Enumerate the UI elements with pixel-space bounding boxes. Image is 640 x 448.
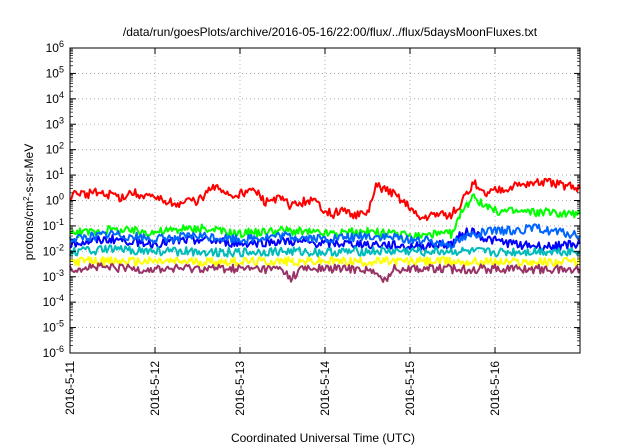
x-tick-label: 2016-5-14 bbox=[318, 361, 332, 416]
series-line bbox=[69, 193, 581, 241]
y-tick-label: 105 bbox=[46, 64, 64, 80]
x-tick-label: 2016-5-11 bbox=[63, 361, 77, 415]
y-tick-label: 100 bbox=[46, 192, 64, 208]
y-tick-label: 104 bbox=[46, 90, 64, 106]
x-axis-label: Coordinated Universal Time (UTC) bbox=[231, 431, 415, 445]
series-line bbox=[69, 244, 581, 258]
y-tick-label: 103 bbox=[46, 115, 64, 131]
y-tick-label: 10-2 bbox=[43, 242, 64, 258]
grid bbox=[70, 48, 580, 353]
series-line bbox=[69, 223, 581, 249]
y-tick-label: 101 bbox=[46, 166, 64, 182]
y-axis-label-rest: -s-sr-MeV bbox=[22, 144, 36, 197]
series-line bbox=[69, 262, 581, 283]
series-line bbox=[69, 177, 581, 222]
y-tick-label: 10-3 bbox=[43, 268, 64, 284]
y-tick-label: 10-1 bbox=[43, 217, 64, 233]
chart-title: /data/run/goesPlots/archive/2016-05-16/2… bbox=[123, 25, 538, 39]
series-layer bbox=[69, 177, 581, 283]
y-axis-label-base: protons/cm bbox=[22, 201, 36, 260]
axis-layer: 10-6 10-5 10-4 10-3 10-2 10-1 100 101 102 103 104 1… bbox=[43, 39, 580, 416]
x-tick-label: 2016-5-15 bbox=[403, 361, 417, 416]
x-tick-label: 2016-5-13 bbox=[233, 361, 247, 416]
y-tick-label: 10-4 bbox=[43, 293, 64, 309]
y-tick-label: 10-6 bbox=[43, 344, 64, 360]
x-tick-label: 2016-5-16 bbox=[488, 361, 502, 416]
x-tick-label: 2016-5-12 bbox=[148, 361, 162, 416]
series-line bbox=[69, 256, 581, 268]
y-axis-label: protons/cm2-s-sr-MeV bbox=[22, 144, 37, 260]
y-axis-label-sup: 2 bbox=[22, 196, 31, 201]
y-tick-label: 106 bbox=[46, 39, 64, 55]
y-tick-label: 10-5 bbox=[43, 319, 64, 335]
y-tick-label: 102 bbox=[46, 141, 64, 157]
